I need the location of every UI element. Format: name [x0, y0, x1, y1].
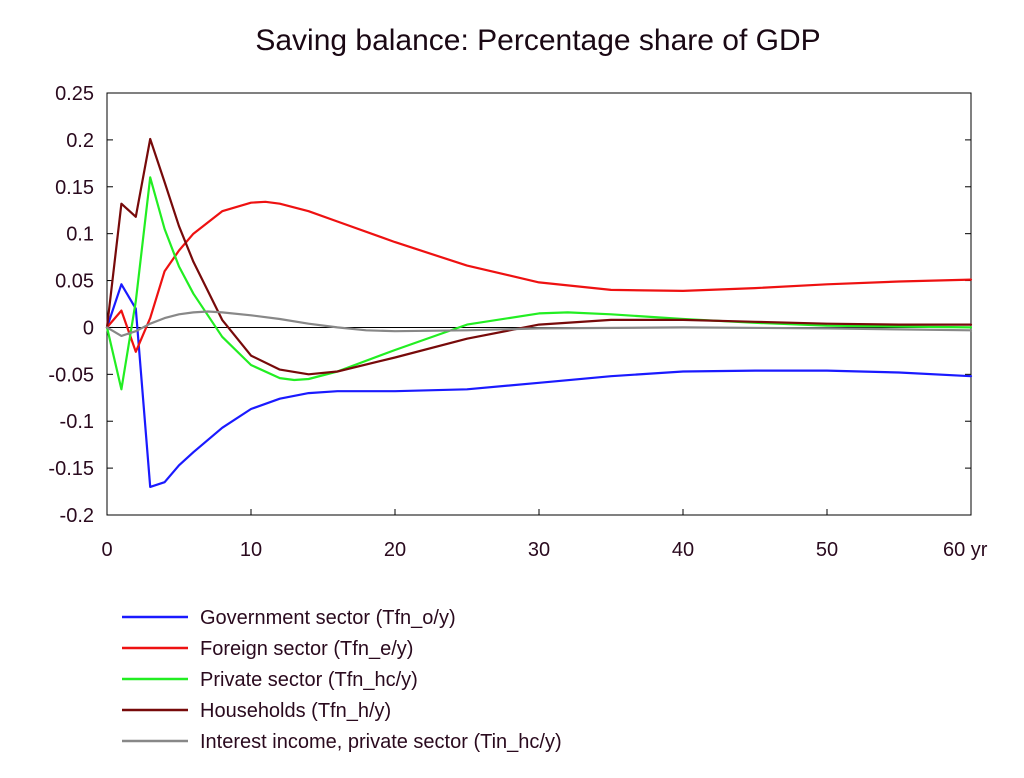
chart-title: Saving balance: Percentage share of GDP — [255, 24, 820, 57]
y-tick-label: 0.2 — [66, 130, 94, 152]
series-line-4 — [105, 137, 973, 376]
x-tick-label: 20 — [384, 539, 406, 561]
series-line-2 — [105, 200, 973, 353]
y-tick-label: -0.15 — [48, 458, 94, 480]
axes: -0.2 -0.15 -0.1 -0.05 0 0.05 0.1 0.15 0.2 0.25 0 10… — [48, 83, 987, 561]
series-line-1 — [105, 283, 973, 488]
x-tick-label: 30 — [528, 539, 550, 561]
y-tick-label: 0.15 — [55, 177, 94, 199]
x-tick-label: 40 — [672, 539, 694, 561]
legend-label: Private sector (Tfn_hc/y) — [200, 669, 418, 691]
series-lines — [105, 137, 973, 488]
y-tick-label: -0.05 — [48, 364, 94, 386]
x-tick-label: 10 — [240, 539, 262, 561]
y-tick-label: -0.1 — [60, 411, 94, 433]
legend-label: Government sector (Tfn_o/y) — [200, 607, 456, 629]
x-tick-label: 50 — [816, 539, 838, 561]
series-line-5 — [105, 310, 973, 337]
y-tick-label: 0.1 — [66, 224, 94, 246]
x-tick-label: 0 — [101, 539, 112, 561]
legend-label: Foreign sector (Tfn_e/y) — [200, 638, 413, 660]
y-tick-label: 0.05 — [55, 271, 94, 293]
legend-label: Households (Tfn_h/y) — [200, 700, 391, 722]
legend: Government sector (Tfn_o/y) Foreign secto… — [122, 607, 562, 753]
plot-frame — [106, 92, 972, 516]
y-tick-label: 0.25 — [55, 83, 94, 105]
y-tick-label: -0.2 — [60, 505, 94, 527]
y-tick-label: 0 — [83, 317, 94, 339]
legend-label: Interest income, private sector (Tin_hc/… — [200, 731, 562, 753]
x-tick-label: 60 yr — [943, 539, 988, 561]
